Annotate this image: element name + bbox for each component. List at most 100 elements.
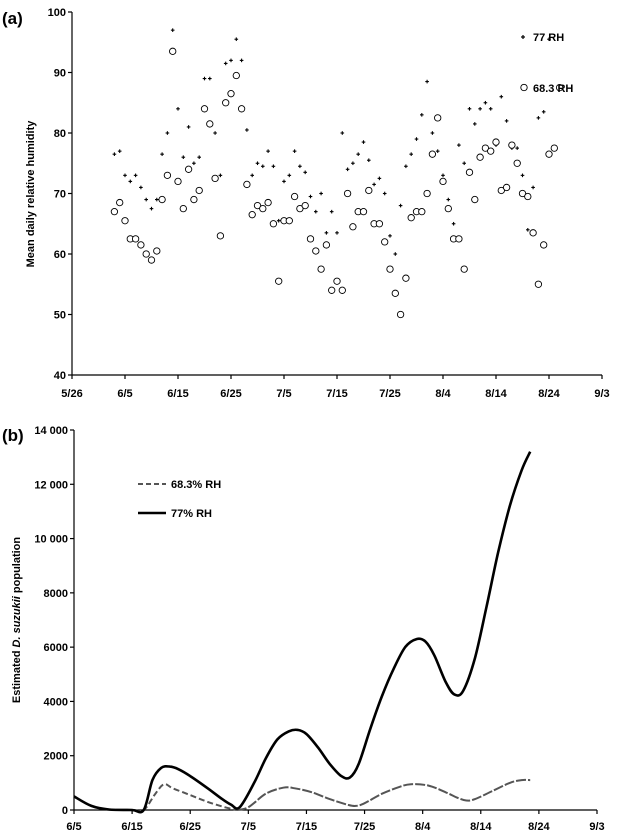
data-point-plus <box>208 76 212 81</box>
data-point-plus <box>382 191 387 196</box>
panel-b-line: (b) Estimated D. suzukii population 0 200… <box>2 425 605 833</box>
data-point-circle <box>550 144 558 152</box>
panel-b-series-lines <box>73 451 532 814</box>
data-point-plus <box>213 131 217 135</box>
data-point-circle <box>439 177 447 186</box>
series-label-68rh: 68.3 RH <box>533 83 573 95</box>
x-tick-label: 7/15 <box>326 388 347 400</box>
data-point-circle <box>190 195 198 204</box>
data-point-plus <box>149 206 154 211</box>
data-point-plus <box>181 155 186 159</box>
data-point-plus <box>276 218 281 223</box>
data-point-circle <box>264 198 272 207</box>
data-point-circle <box>195 186 203 195</box>
data-point-circle <box>481 144 490 152</box>
y-tick-label: 12 000 <box>34 479 68 491</box>
data-point-plus <box>467 107 472 111</box>
x-tick-label: 8/4 <box>435 388 451 400</box>
data-point-circle <box>529 229 537 237</box>
x-tick-label: 7/25 <box>379 388 400 400</box>
data-point-plus <box>245 128 249 132</box>
data-point-plus <box>457 143 461 147</box>
data-point-plus <box>446 197 451 202</box>
data-point-plus <box>229 58 233 63</box>
panel-b-y-axis-title: Estimated D. suzukii population <box>11 537 23 704</box>
data-point-circle <box>455 235 463 243</box>
data-point-circle <box>476 153 484 161</box>
data-point-circle <box>513 159 521 167</box>
data-point-circle <box>444 204 452 213</box>
data-point-circle <box>518 189 527 198</box>
data-point-circle <box>290 192 299 201</box>
data-point-plus <box>520 173 525 178</box>
data-point-circle <box>301 201 309 210</box>
y-tick-label: 4000 <box>44 696 68 708</box>
data-point-plus <box>372 182 376 187</box>
data-point-circle <box>243 180 251 189</box>
y-title-species: D. suzukii <box>11 595 23 647</box>
data-point-circle <box>508 141 516 149</box>
data-point-circle <box>163 171 172 180</box>
panel-a-axes <box>68 11 603 379</box>
data-point-circle <box>153 247 161 255</box>
legend-label-77rh: 77% RH <box>171 508 212 520</box>
data-point-plus <box>287 173 292 178</box>
data-point-circle <box>222 99 230 107</box>
data-point-circle <box>216 232 225 240</box>
data-point-plus <box>160 152 164 156</box>
data-point-plus <box>170 28 175 32</box>
y-title-part-1: Estimated <box>11 647 23 703</box>
data-point-circle <box>333 277 341 285</box>
x-tick-label: 6/25 <box>220 388 241 400</box>
data-point-plus <box>197 155 201 159</box>
data-point-circle <box>465 168 474 176</box>
y-tick-label: 6000 <box>44 642 68 654</box>
data-point-plus <box>255 161 260 166</box>
data-point-plus <box>335 231 339 235</box>
data-point-plus <box>356 152 360 156</box>
data-point-circle <box>487 147 495 155</box>
x-tick-label: 8/14 <box>470 821 492 833</box>
panel-a-label: (a) <box>2 9 23 28</box>
data-point-circle <box>497 186 505 195</box>
data-point-plus <box>377 176 382 181</box>
data-point-plus <box>462 161 466 166</box>
data-point-circle <box>407 214 415 222</box>
data-point-circle <box>285 217 293 225</box>
data-point-plus <box>303 170 307 175</box>
data-point-plus <box>435 149 440 153</box>
y-tick-label: 100 <box>48 7 66 19</box>
panel-a-data-points <box>110 28 564 319</box>
data-point-plus <box>441 173 445 178</box>
data-point-circle <box>174 177 182 186</box>
data-point-plus <box>192 161 196 166</box>
data-point-circle <box>317 265 325 273</box>
data-point-circle <box>386 265 394 273</box>
data-point-circle <box>147 256 156 264</box>
data-point-plus <box>218 173 223 178</box>
y-tick-label: 70 <box>54 189 66 201</box>
data-point-plus <box>499 94 504 99</box>
data-point-circle <box>137 241 145 249</box>
data-point-plus <box>202 76 207 81</box>
y-tick-label: 80 <box>54 128 66 140</box>
panel-b-tick-labels: 0 2000 4000 6000 8000 10 000 12 000 14 000 6/5 6/… <box>34 425 604 833</box>
panel-a-series-labels: 77 RH 68.3 RH <box>520 32 573 95</box>
data-point-circle <box>110 207 119 216</box>
data-point-plus <box>261 164 265 169</box>
legend-plus-marker <box>521 35 525 39</box>
x-tick-label: 5/26 <box>61 388 82 400</box>
y-title-part-3: population <box>11 537 23 597</box>
panel-a-y-axis-title: Mean daily relative humidity <box>25 120 37 268</box>
x-tick-label: 7/15 <box>296 821 317 833</box>
x-tick-label: 7/5 <box>241 821 256 833</box>
data-point-circle <box>211 174 219 183</box>
data-point-plus <box>367 158 371 163</box>
x-tick-label: 9/3 <box>589 821 604 833</box>
data-point-plus <box>345 167 350 172</box>
data-point-plus <box>324 231 329 235</box>
data-point-circle <box>381 238 389 246</box>
data-point-plus <box>361 140 366 144</box>
data-point-plus <box>478 107 482 111</box>
